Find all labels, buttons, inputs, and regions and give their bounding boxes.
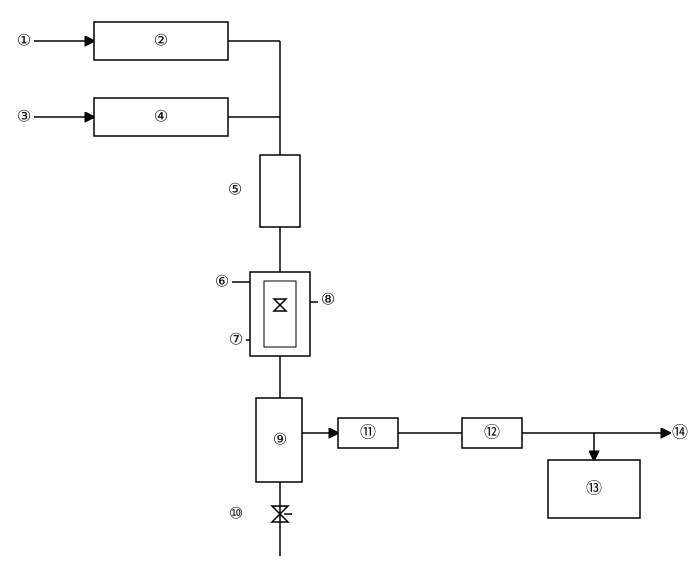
label-6: ⑥	[215, 274, 229, 291]
label-1: ①	[17, 33, 31, 50]
process-flow-diagram: ① ② ③ ④ ⑤ ⑥ ⑦ ⑧ ⑨ ⑩ ⑪ ⑫ ⑬ ⑭	[0, 0, 699, 578]
label-2: ②	[154, 33, 168, 50]
box-7-inner	[264, 281, 296, 347]
label-7: ⑦	[229, 332, 243, 349]
box-5	[260, 155, 300, 227]
label-11: ⑪	[360, 424, 376, 442]
label-8: ⑧	[321, 292, 335, 309]
label-13: ⑬	[586, 480, 602, 498]
label-14: ⑭	[672, 424, 688, 442]
label-3: ③	[17, 109, 31, 126]
label-9: ⑨	[273, 432, 287, 449]
label-12: ⑫	[484, 424, 500, 442]
label-4: ④	[154, 109, 168, 126]
label-10: ⑩	[229, 506, 243, 523]
label-5: ⑤	[228, 182, 242, 199]
